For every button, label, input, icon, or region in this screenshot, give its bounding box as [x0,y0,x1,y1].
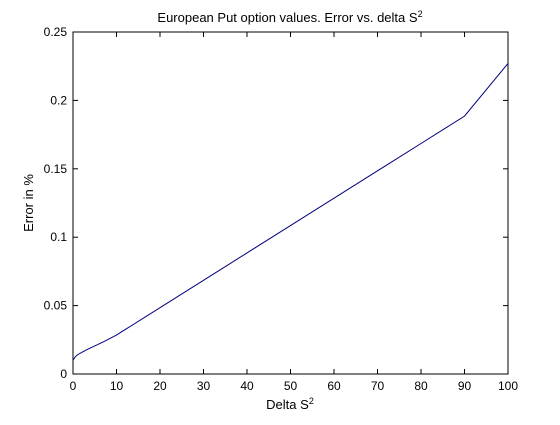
y-tick-label: 0 [60,367,67,381]
chart-title-superscript: 2 [418,9,423,19]
x-axis-label-superscript: 2 [309,396,314,406]
x-tick-label: 100 [498,379,518,393]
chart-title: European Put option values. Error vs. de… [157,9,422,25]
x-axis-label-text: Delta S [266,397,309,412]
x-tick-label: 60 [327,379,341,393]
y-tick-label: 0.1 [50,230,67,244]
x-tick-label: 30 [197,379,211,393]
x-tick-label: 70 [371,379,385,393]
y-tick-label: 0.2 [50,93,67,107]
plot-area [72,31,509,375]
x-axis-label: Delta S2 [266,396,314,412]
y-axis-label: Error in % [21,174,36,232]
x-tick-label: 10 [110,379,124,393]
y-tick-label: 0.25 [44,25,68,39]
axis-ticks: 0 10 20 30 40 50 60 70 80 90 100 0 0.05 0.1 0.15 0.2 0.2… [44,25,519,393]
x-tick-label: 20 [153,379,167,393]
x-tick-label: 50 [284,379,298,393]
x-tick-label: 40 [240,379,254,393]
x-tick-label: 90 [458,379,472,393]
y-tick-label: 0.05 [44,299,68,313]
x-tick-label: 0 [70,379,77,393]
series-line [73,63,509,360]
y-tick-label: 0.15 [44,162,68,176]
x-tick-label: 80 [414,379,428,393]
series-layer [73,63,509,360]
chart-title-text: European Put option values. Error vs. de… [157,10,417,25]
